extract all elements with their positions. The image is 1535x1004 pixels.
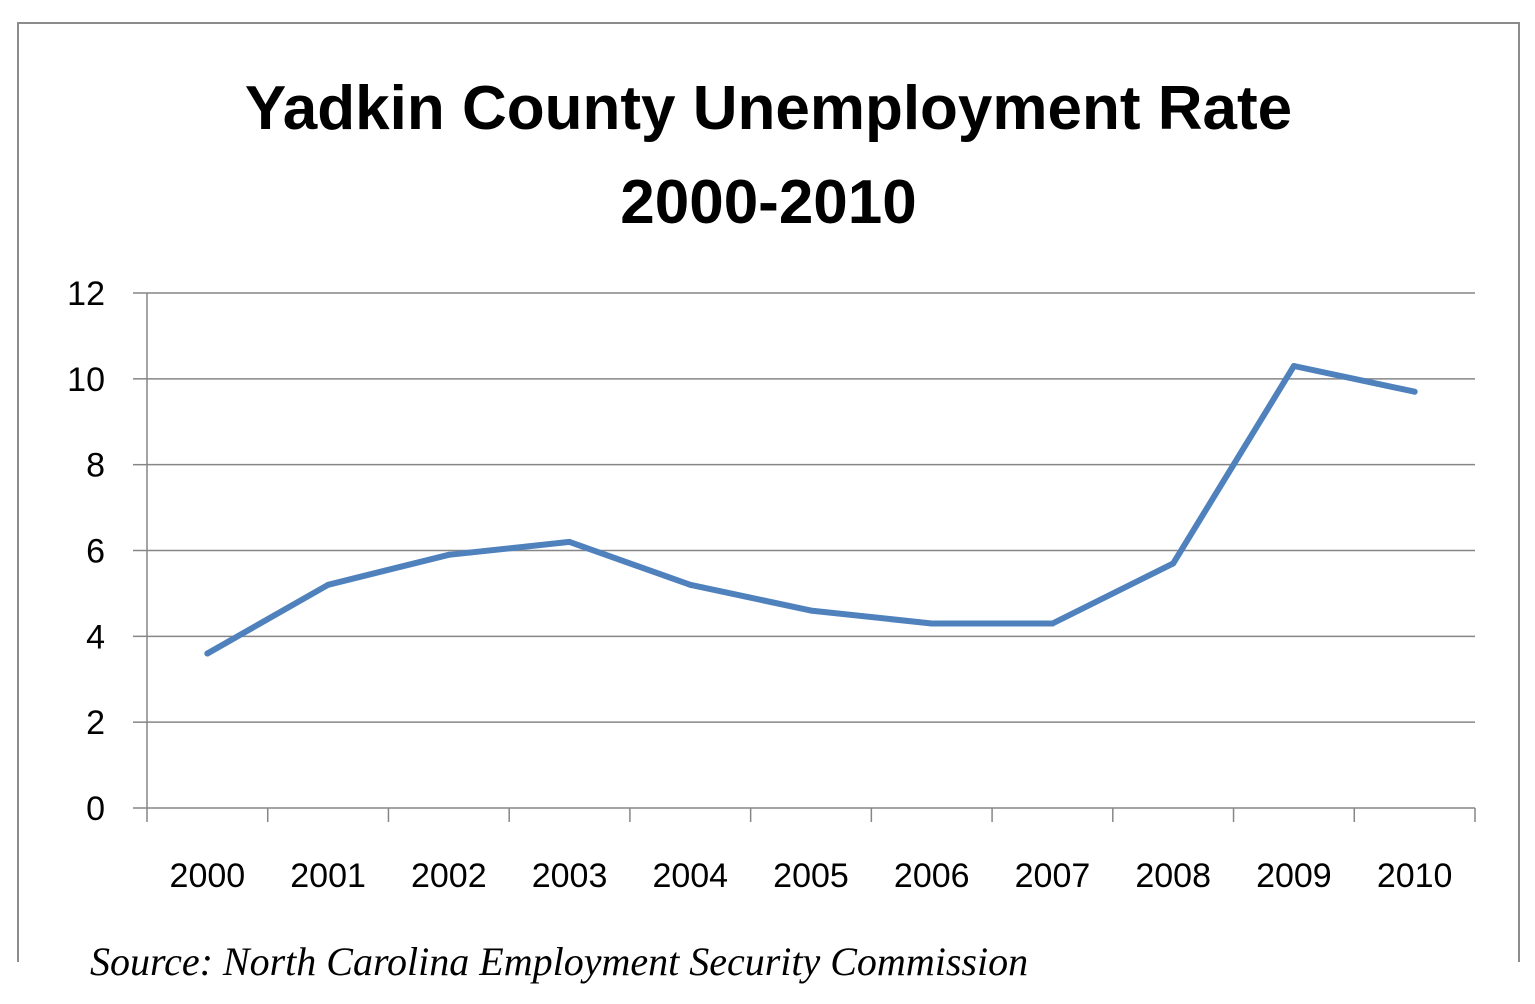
x-tick-labels: 2000 2001 2002 2003 2004 2005 2006 2007 2008 2009… <box>170 857 1453 895</box>
data-point <box>687 581 694 588</box>
x-tick-label: 2005 <box>773 857 849 895</box>
series-0 <box>204 362 1418 657</box>
x-tick-label: 2006 <box>894 857 970 895</box>
data-point <box>325 581 332 588</box>
data-point <box>928 620 935 627</box>
data-point <box>204 650 211 657</box>
axes <box>133 292 1476 822</box>
x-tick-label: 2004 <box>652 857 728 895</box>
x-tick-label: 2000 <box>170 857 246 895</box>
y-tick-label: 8 <box>86 447 105 485</box>
chart-title: Yadkin County Unemployment Rate 2000-201… <box>17 62 1520 250</box>
x-tick-label: 2009 <box>1256 857 1332 895</box>
data-series <box>204 362 1418 657</box>
y-tick-label: 2 <box>86 704 105 742</box>
x-tick-label: 2007 <box>1015 857 1091 895</box>
x-tick-label: 2001 <box>290 857 366 895</box>
x-tick-label: 2010 <box>1377 857 1453 895</box>
y-tick-label: 10 <box>67 361 105 399</box>
gridlines <box>147 292 1475 723</box>
y-tick-labels: 0 2 4 6 8 10 12 <box>67 275 105 828</box>
data-point <box>445 551 452 558</box>
y-tick-label: 12 <box>67 275 105 313</box>
x-tick-label: 2003 <box>532 857 608 895</box>
chart-frame <box>17 22 1520 962</box>
data-point <box>808 607 814 614</box>
y-tick-label: 0 <box>86 790 105 828</box>
data-point <box>566 538 573 545</box>
x-tick-label: 2002 <box>411 857 487 895</box>
x-tick-label: 2008 <box>1135 857 1211 895</box>
data-point <box>1290 362 1297 369</box>
chart-title-line-2: 2000-2010 <box>620 168 917 237</box>
data-point <box>1049 620 1056 627</box>
chart-title-line-1: Yadkin County Unemployment Rate <box>244 74 1293 143</box>
data-point <box>1411 388 1418 395</box>
y-tick-label: 6 <box>86 533 105 571</box>
data-point <box>1170 560 1177 567</box>
y-tick-label: 4 <box>86 618 105 656</box>
source-note: Source: North Carolina Employment Securi… <box>90 939 1029 984</box>
